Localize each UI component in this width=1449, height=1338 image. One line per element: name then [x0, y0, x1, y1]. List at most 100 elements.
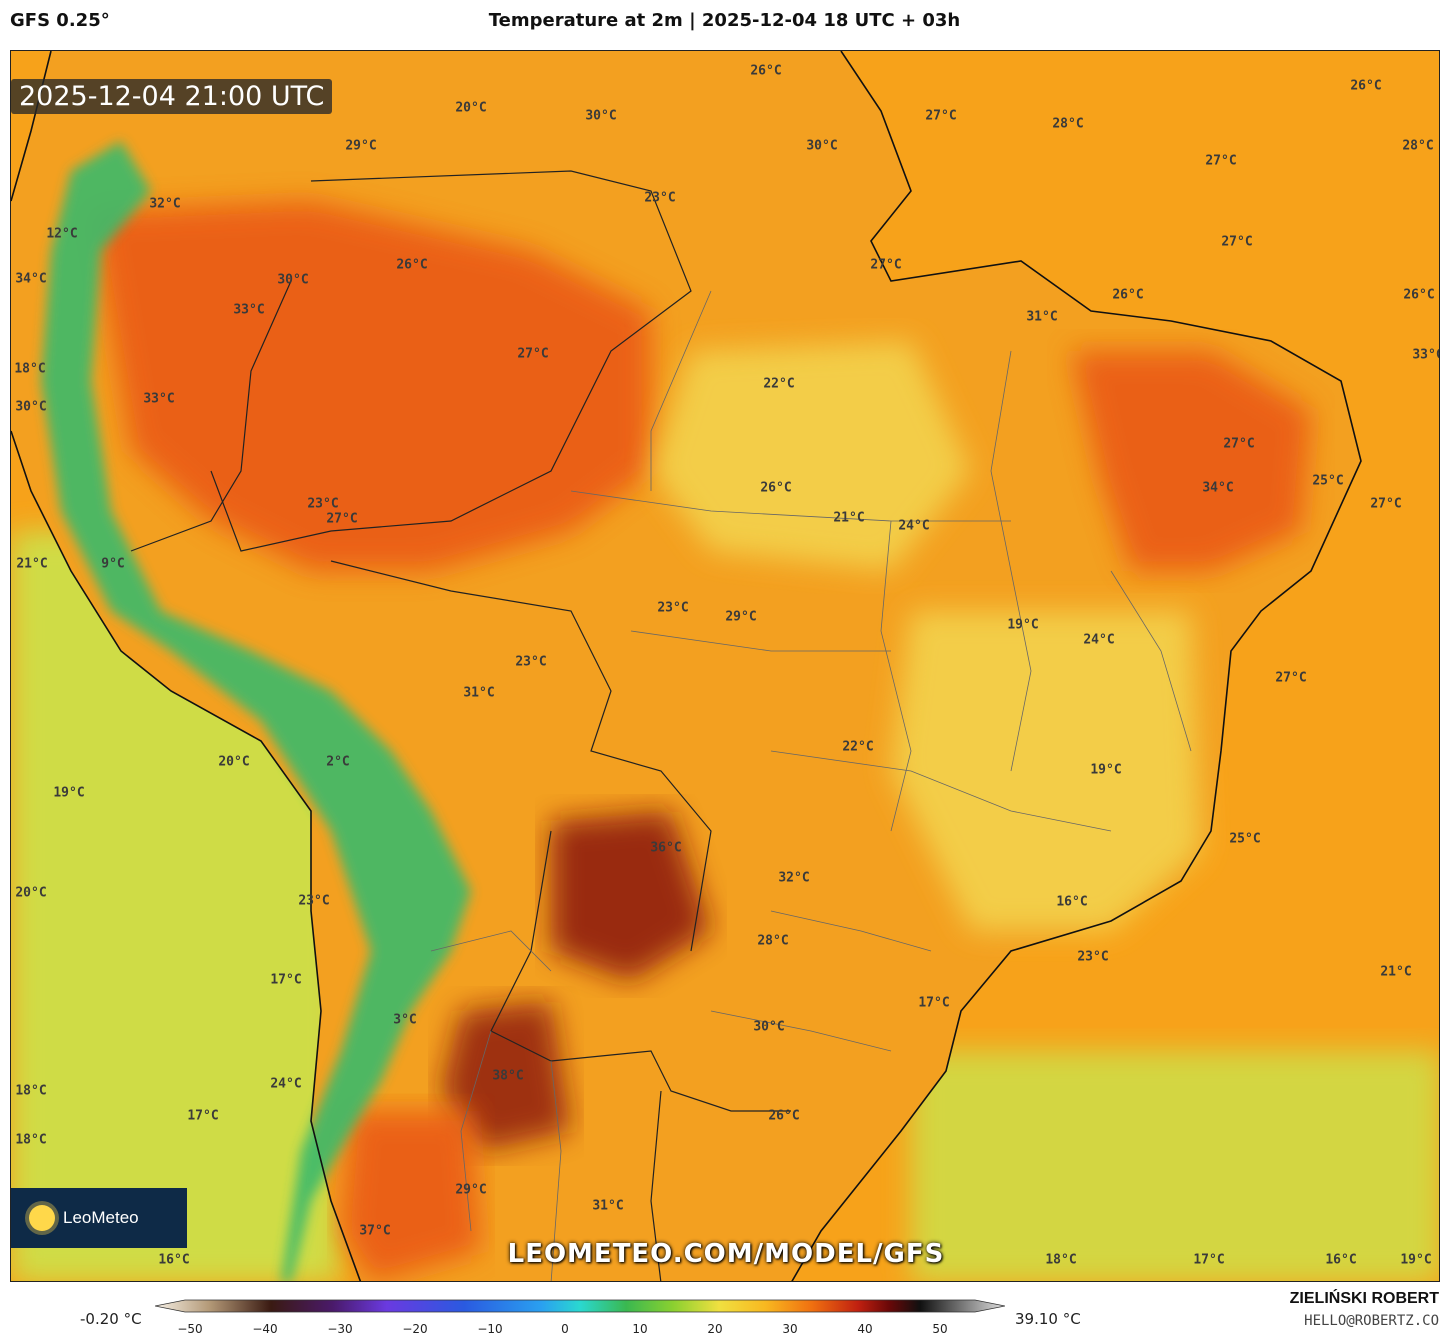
author-email[interactable]: HELLO@ROBERTZ.CO	[1304, 1313, 1439, 1329]
temperature-label: 23°C	[1077, 949, 1109, 965]
colorbar-tick-label: −50	[177, 1322, 203, 1336]
patagonia-heat	[341, 1111, 481, 1281]
temperature-label: 26°C	[1403, 287, 1435, 303]
colorbar-tick-label: −40	[252, 1322, 278, 1336]
temperature-label: 17°C	[187, 1108, 219, 1124]
temperature-label: 27°C	[870, 257, 902, 273]
colorbar-tick-label: 50	[932, 1322, 948, 1336]
temperature-label: 16°C	[158, 1252, 190, 1268]
colorbar-max-label: 39.10 °C	[1015, 1310, 1081, 1328]
model-name: GFS 0.25°	[10, 10, 110, 31]
temperature-label: 25°C	[1312, 473, 1344, 489]
temperature-label: 27°C	[1370, 496, 1402, 512]
northeast-heat-zone	[1071, 351, 1311, 571]
andes-cordillera	[41, 141, 471, 1281]
sun-icon	[29, 1205, 55, 1231]
temperature-label: 19°C	[1090, 762, 1122, 778]
temperature-label: 25°C	[1229, 831, 1261, 847]
logo-text: LeoMeteo	[63, 1208, 139, 1227]
temperature-label: 32°C	[778, 870, 810, 886]
temperature-label: 27°C	[1223, 436, 1255, 452]
temperature-label: 28°C	[1402, 138, 1434, 154]
colorbar-tick-label: −10	[477, 1322, 503, 1336]
temperature-label: 31°C	[1026, 309, 1058, 325]
temperature-label: 19°C	[1400, 1252, 1432, 1268]
temperature-label: 23°C	[307, 496, 339, 512]
temperature-label: 26°C	[1350, 78, 1382, 94]
south-atlantic-cool	[911, 1051, 1439, 1281]
coastline	[791, 51, 1362, 1281]
temperature-label: 31°C	[592, 1198, 624, 1214]
temperature-label: 17°C	[918, 995, 950, 1011]
map-canvas	[11, 51, 1439, 1281]
argentina-extreme-heat	[441, 1001, 571, 1151]
temperature-label: 24°C	[898, 518, 930, 534]
colorbar-tick-label: 10	[632, 1322, 648, 1336]
temperature-label: 12°C	[46, 226, 78, 242]
temperature-label: 34°C	[1202, 480, 1234, 496]
temperature-label: 36°C	[650, 840, 682, 856]
temperature-label: 3°C	[393, 1012, 417, 1028]
temperature-label: 9°C	[101, 556, 125, 572]
southeast-mild-zone	[891, 611, 1201, 931]
colorbar-bar	[154, 1299, 1006, 1313]
temperature-label: 20°C	[218, 754, 250, 770]
temperature-label: 17°C	[270, 972, 302, 988]
temperature-label: 22°C	[763, 376, 795, 392]
chaco-extreme-heat	[551, 811, 711, 981]
temperature-label: 31°C	[463, 685, 495, 701]
author-credit: ZIELIŃSKI ROBERT	[1289, 1290, 1439, 1307]
temperature-label: 27°C	[517, 346, 549, 362]
temperature-label: 27°C	[1205, 153, 1237, 169]
temperature-label: 18°C	[15, 1132, 47, 1148]
temperature-label: 29°C	[725, 609, 757, 625]
temperature-label: 21°C	[16, 556, 48, 572]
colorbar-min-label: -0.20 °C	[80, 1310, 142, 1328]
temperature-label: 23°C	[657, 600, 689, 616]
temperature-label: 2°C	[326, 754, 350, 770]
temperature-label: 33°C	[143, 391, 175, 407]
temperature-label: 24°C	[1083, 632, 1115, 648]
temperature-label: 30°C	[15, 399, 47, 415]
temperature-label: 23°C	[298, 893, 330, 909]
temperature-label: 28°C	[1052, 116, 1084, 132]
temperature-label: 20°C	[455, 100, 487, 116]
temperature-label: 19°C	[1007, 617, 1039, 633]
watermark-url: LEOMETEO.COM/MODEL/GFS	[507, 1239, 945, 1269]
temperature-label: 27°C	[1221, 234, 1253, 250]
central-mild-zone	[651, 341, 971, 571]
temperature-label: 27°C	[326, 511, 358, 527]
temperature-label: 21°C	[1380, 964, 1412, 980]
temperature-label: 24°C	[270, 1076, 302, 1092]
temperature-label: 26°C	[768, 1108, 800, 1124]
temperature-label: 16°C	[1056, 894, 1088, 910]
temperature-label: 27°C	[1275, 670, 1307, 686]
temperature-label: 34°C	[15, 271, 47, 287]
pacific-coastline	[11, 51, 362, 1281]
temperature-label: 32°C	[149, 196, 181, 212]
map-title: Temperature at 2m | 2025-12-04 18 UTC + …	[488, 10, 961, 31]
temperature-label: 22°C	[842, 739, 874, 755]
temperature-label: 38°C	[492, 1068, 524, 1084]
temperature-label: 29°C	[455, 1182, 487, 1198]
temperature-label: 33°C	[233, 302, 265, 318]
colorbar-tick-label: −30	[327, 1322, 353, 1336]
colorbar-tick-label: −20	[402, 1322, 428, 1336]
temperature-map[interactable]: 2025-12-04 21:00 UTC 26°C 26°C 27°C 28°C 28°…	[10, 50, 1440, 1282]
temperature-label: 33°C	[1412, 347, 1439, 363]
valid-time-badge: 2025-12-04 21:00 UTC	[11, 79, 333, 114]
temperature-label: 30°C	[806, 138, 838, 154]
temperature-label: 30°C	[585, 108, 617, 124]
leometeo-logo[interactable]: LeoMeteo	[11, 1188, 187, 1248]
temperature-label: 16°C	[1325, 1252, 1357, 1268]
temperature-label: 21°C	[833, 510, 865, 526]
temperature-label: 37°C	[359, 1223, 391, 1239]
temperature-label: 27°C	[925, 108, 957, 124]
temperature-label: 18°C	[15, 1083, 47, 1099]
colorbar	[154, 1299, 1006, 1323]
temperature-label: 30°C	[277, 272, 309, 288]
colorbar-tick-label: 40	[857, 1322, 873, 1336]
temperature-label: 26°C	[760, 480, 792, 496]
country-borders	[130, 170, 791, 1281]
temperature-label: 18°C	[1045, 1252, 1077, 1268]
